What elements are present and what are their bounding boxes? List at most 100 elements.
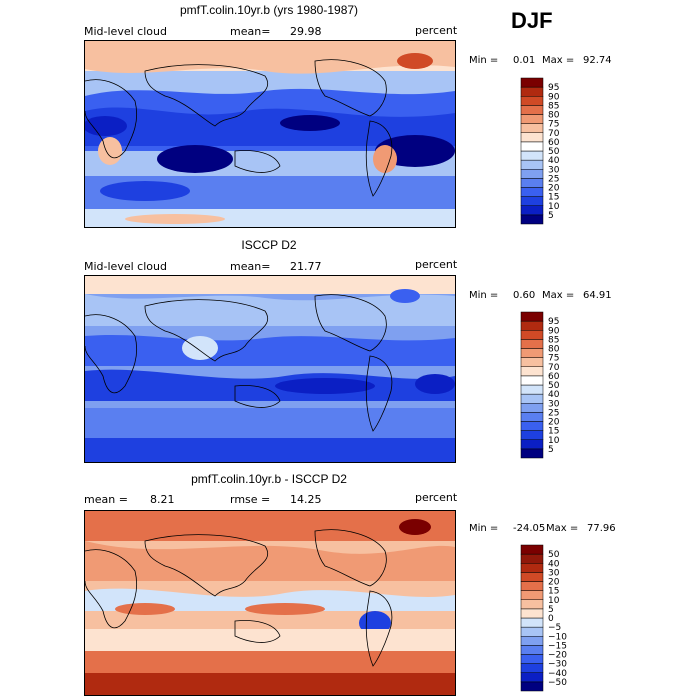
panel-3-mean-value: 8.21 (150, 493, 175, 506)
colorbar-tick-label: 70 (548, 363, 560, 373)
colorbar-swatch (520, 654, 544, 664)
colorbar-tick-label: 20 (548, 184, 560, 194)
panel-3-min-label: Min = (469, 523, 499, 534)
panel-2-field-low-n (390, 289, 420, 303)
colorbar-swatch (520, 636, 544, 646)
panel-3-field-southern-ocean (85, 651, 455, 673)
colorbar-tick-label: 40 (548, 156, 560, 166)
colorbar-swatch (520, 590, 544, 600)
colorbar-tick-label: 15 (548, 427, 559, 437)
colorbar-swatch (520, 348, 544, 358)
colorbar-swatch (520, 553, 544, 564)
colorbar-tick-label: 50 (548, 381, 560, 391)
colorbar-swatch (520, 205, 544, 216)
panel-3-field-antarctic (85, 673, 455, 695)
colorbar-swatch (520, 375, 544, 386)
panel-3-map-svg (85, 511, 455, 695)
season-label: DJF (511, 8, 553, 33)
colorbar-tick-label: 30 (548, 165, 560, 175)
colorbar-swatch (520, 608, 544, 619)
panel-2-min-label: Min = (469, 290, 499, 301)
colorbar-swatch (520, 77, 544, 88)
colorbar-swatch (520, 681, 544, 692)
colorbar-tick-label: 50 (548, 147, 560, 157)
colorbar-swatch (520, 581, 544, 591)
colorbar-tick-label: 20 (548, 578, 560, 588)
panel-2-max-label: Max = (542, 290, 575, 301)
panel-1-min-value: 0.01 (513, 55, 536, 66)
colorbar-tick-label: −15 (548, 641, 567, 651)
panel-2-field-subtropics (85, 369, 455, 401)
panel-3-rmse-label: rmse = (230, 493, 271, 506)
panel-3-rmse-value: 14.25 (290, 493, 322, 506)
panel-2-max-value: 64.91 (583, 290, 612, 301)
colorbar-swatch (520, 384, 544, 395)
colorbar-swatch (520, 448, 544, 459)
panel-2-field-south (85, 408, 455, 438)
colorbar-swatch (520, 430, 544, 440)
colorbar-swatch (520, 645, 544, 655)
panel-2-min-value: 0.60 (513, 290, 536, 301)
panel-2-units: percent (415, 258, 458, 271)
colorbar-tick-label: 80 (548, 345, 560, 355)
colorbar-swatch (520, 150, 544, 161)
panel-3-mean-label: mean = (84, 493, 128, 506)
colorbar-tick-label: 85 (548, 101, 559, 111)
panel-1-map (84, 40, 456, 228)
colorbar-tick-label: 85 (548, 335, 559, 345)
panel-1-field-low-b (157, 145, 233, 173)
panel-3-max-label: Max = (546, 523, 579, 534)
colorbar-tick-label: 50 (548, 550, 560, 560)
colorbar-swatch (520, 86, 544, 97)
panel-3-colorbar: −50 −40 −30 −20 −15 −10 −5 0 5 10 15 20 30 40 50 (520, 544, 581, 695)
panel-1-field-high-af (98, 137, 122, 165)
colorbar-swatch (520, 366, 544, 377)
panel-1-colorbar: 5 10 15 20 25 30 40 50 60 70 75 80 85 90 95 (520, 77, 581, 228)
colorbar-tick-label: −40 (548, 669, 567, 679)
panel-3-title: pmfT.colin.10yr.b - ISCCP D2 (191, 472, 347, 486)
panel-3-min-value: -24.05 (513, 523, 546, 534)
colorbar-swatch (520, 357, 544, 367)
colorbar-swatch (520, 96, 544, 106)
panel-3-field-south (85, 629, 455, 651)
colorbar-tick-label: −10 (548, 632, 567, 642)
panel-2-field-arctic (85, 276, 455, 294)
colorbar-tick-label: 25 (548, 408, 559, 418)
colorbar-swatch (520, 617, 544, 628)
panel-3-max-value: 77.96 (587, 523, 616, 534)
panel-1-title: pmfT.colin.10yr.b (yrs 1980-1987) (179, 3, 359, 17)
panel-1-variable-label: Mid-level cloud (84, 25, 167, 38)
panel-3-field-tropics (85, 588, 455, 611)
panel-2-map (84, 275, 456, 463)
colorbar-tick-label: 60 (548, 138, 560, 148)
panel-1-field-low-a (85, 116, 127, 136)
colorbar-swatch (520, 626, 544, 637)
panel-2-colorbar: 5 10 15 20 25 30 40 50 60 70 75 80 85 90 95 (520, 311, 581, 462)
colorbar-tick-label: 0 (548, 614, 554, 624)
colorbar-swatch (520, 563, 544, 573)
panel-1-field-high-n (397, 53, 433, 69)
colorbar-tick-label: 5 (548, 445, 554, 455)
colorbar-tick-label: 20 (548, 418, 560, 428)
colorbar-tick-label: 15 (548, 587, 559, 597)
colorbar-tick-label: 30 (548, 399, 560, 409)
panel-1-field-high-s (125, 214, 225, 224)
panel-3-field-high-b (245, 603, 325, 615)
colorbar-swatch (520, 330, 544, 340)
panel-1-field-low-e (100, 181, 190, 201)
panel-1-max-value: 92.74 (583, 55, 612, 66)
colorbar-tick-label: 90 (548, 326, 560, 336)
colorbar-tick-label: 10 (548, 596, 560, 606)
colorbar-tick-label: 90 (548, 92, 560, 102)
colorbar-tick-label: 40 (548, 390, 560, 400)
panel-1-field-low-d (280, 115, 340, 131)
panel-3-map (84, 510, 456, 696)
colorbar-tick-label: 40 (548, 559, 560, 569)
colorbar-tick-label: 25 (548, 174, 559, 184)
panel-1-coastlines (85, 59, 393, 197)
colorbar-tick-label: −50 (548, 678, 567, 688)
panel-2-field-low-b (415, 374, 455, 394)
